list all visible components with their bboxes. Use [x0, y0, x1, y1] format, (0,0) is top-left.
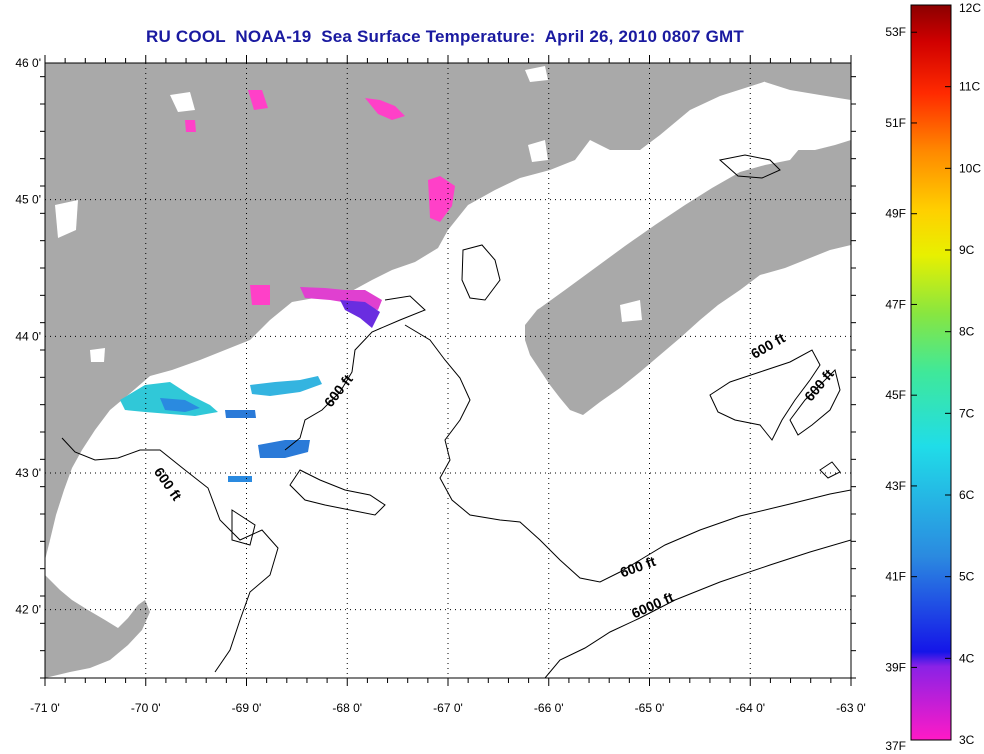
- lon-tick-label: -70 0': [131, 701, 161, 715]
- latitude-axis-labels: 46 0' 45 0' 44 0' 43 0' 42 0': [15, 56, 41, 617]
- sst-patch-inland-3: [185, 120, 196, 132]
- colorbar-fahrenheit-label: 45F: [885, 388, 906, 402]
- lon-tick-label: -63 0': [836, 701, 866, 715]
- land-cape-cod: [45, 575, 150, 678]
- lat-tick-label: 46 0': [15, 56, 41, 70]
- colorbar-fahrenheit-label: 53F: [885, 25, 906, 39]
- colorbar-fahrenheit-labels: 53F 51F 49F 47F 45F 43F 41F 39F 37F: [885, 25, 917, 753]
- colorbar-celsius-label: 9C: [959, 243, 975, 257]
- colorbar-celsius-label: 7C: [959, 406, 975, 420]
- sst-patch-fundy-magenta: [428, 176, 455, 222]
- colorbar-celsius-label: 6C: [959, 488, 975, 502]
- colorbar: [910, 4, 952, 741]
- colorbar-fahrenheit-label: 43F: [885, 479, 906, 493]
- longitude-axis-labels: -71 0' -70 0' -69 0' -68 0' -67 0' -66 0' -65 …: [30, 701, 866, 715]
- inland-white-areas: [55, 66, 642, 362]
- colorbar-fahrenheit-label: 49F: [885, 207, 906, 221]
- bay-of-fundy: [505, 148, 800, 320]
- land-northeast: [760, 63, 851, 100]
- colorbar-fahrenheit-label: 41F: [885, 570, 906, 584]
- lon-tick-label: -67 0': [433, 701, 463, 715]
- lon-tick-label: -69 0': [232, 701, 262, 715]
- axis-ticks: [40, 55, 856, 686]
- land-nova-scotia: [525, 140, 851, 415]
- colorbar-celsius-label: 5C: [959, 570, 975, 584]
- colorbar-celsius-labels: 12C 11C 10C 9C 8C 7C 6C 5C 4C 3C: [945, 1, 981, 747]
- sst-pixels: [120, 90, 455, 482]
- colorbar-fahrenheit-label: 51F: [885, 116, 906, 130]
- colorbar-celsius-label: 12C: [959, 1, 981, 15]
- lon-tick-label: -71 0': [30, 701, 60, 715]
- lon-tick-label: -64 0': [735, 701, 765, 715]
- sst-patch-inland-2: [248, 90, 268, 110]
- colorbar-fahrenheit-label: 39F: [885, 660, 906, 674]
- colorbar-fahrenheit-label: 37F: [885, 739, 906, 753]
- map-title: RU COOL NOAA-19 Sea Surface Temperature:…: [146, 27, 744, 46]
- colorbar-celsius-label: 8C: [959, 325, 975, 339]
- colorbar-celsius-label: 4C: [959, 651, 975, 665]
- lat-tick-label: 45 0': [15, 193, 41, 207]
- colorbar-fahrenheit-label: 47F: [885, 297, 906, 311]
- colorbar-celsius-label: 11C: [959, 80, 980, 94]
- colorbar-celsius-label: 3C: [959, 733, 975, 747]
- sst-patch-inland-1: [365, 98, 405, 120]
- sst-patch-maine-coast-purple: [340, 300, 380, 328]
- sst-patch-coastal-west-blue: [160, 398, 200, 412]
- lon-tick-label: -68 0': [332, 701, 362, 715]
- colorbar-celsius-label: 10C: [959, 161, 981, 175]
- sst-patch-penobscot: [250, 285, 270, 305]
- contour-600ft: [61, 154, 851, 673]
- lat-tick-label: 43 0': [15, 466, 41, 480]
- land-new-england: [45, 63, 851, 560]
- lon-tick-label: -65 0': [635, 701, 665, 715]
- contour-6000ft: [544, 539, 851, 678]
- lat-tick-label: 44 0': [15, 329, 41, 343]
- lat-tick-label: 42 0': [15, 603, 41, 617]
- lon-tick-label: -66 0': [534, 701, 564, 715]
- sst-patch-mid-1: [250, 376, 322, 396]
- sst-patch-mid-2: [225, 410, 256, 418]
- sst-patch-mid-3: [258, 440, 310, 458]
- sst-patch-mid-4: [228, 476, 252, 482]
